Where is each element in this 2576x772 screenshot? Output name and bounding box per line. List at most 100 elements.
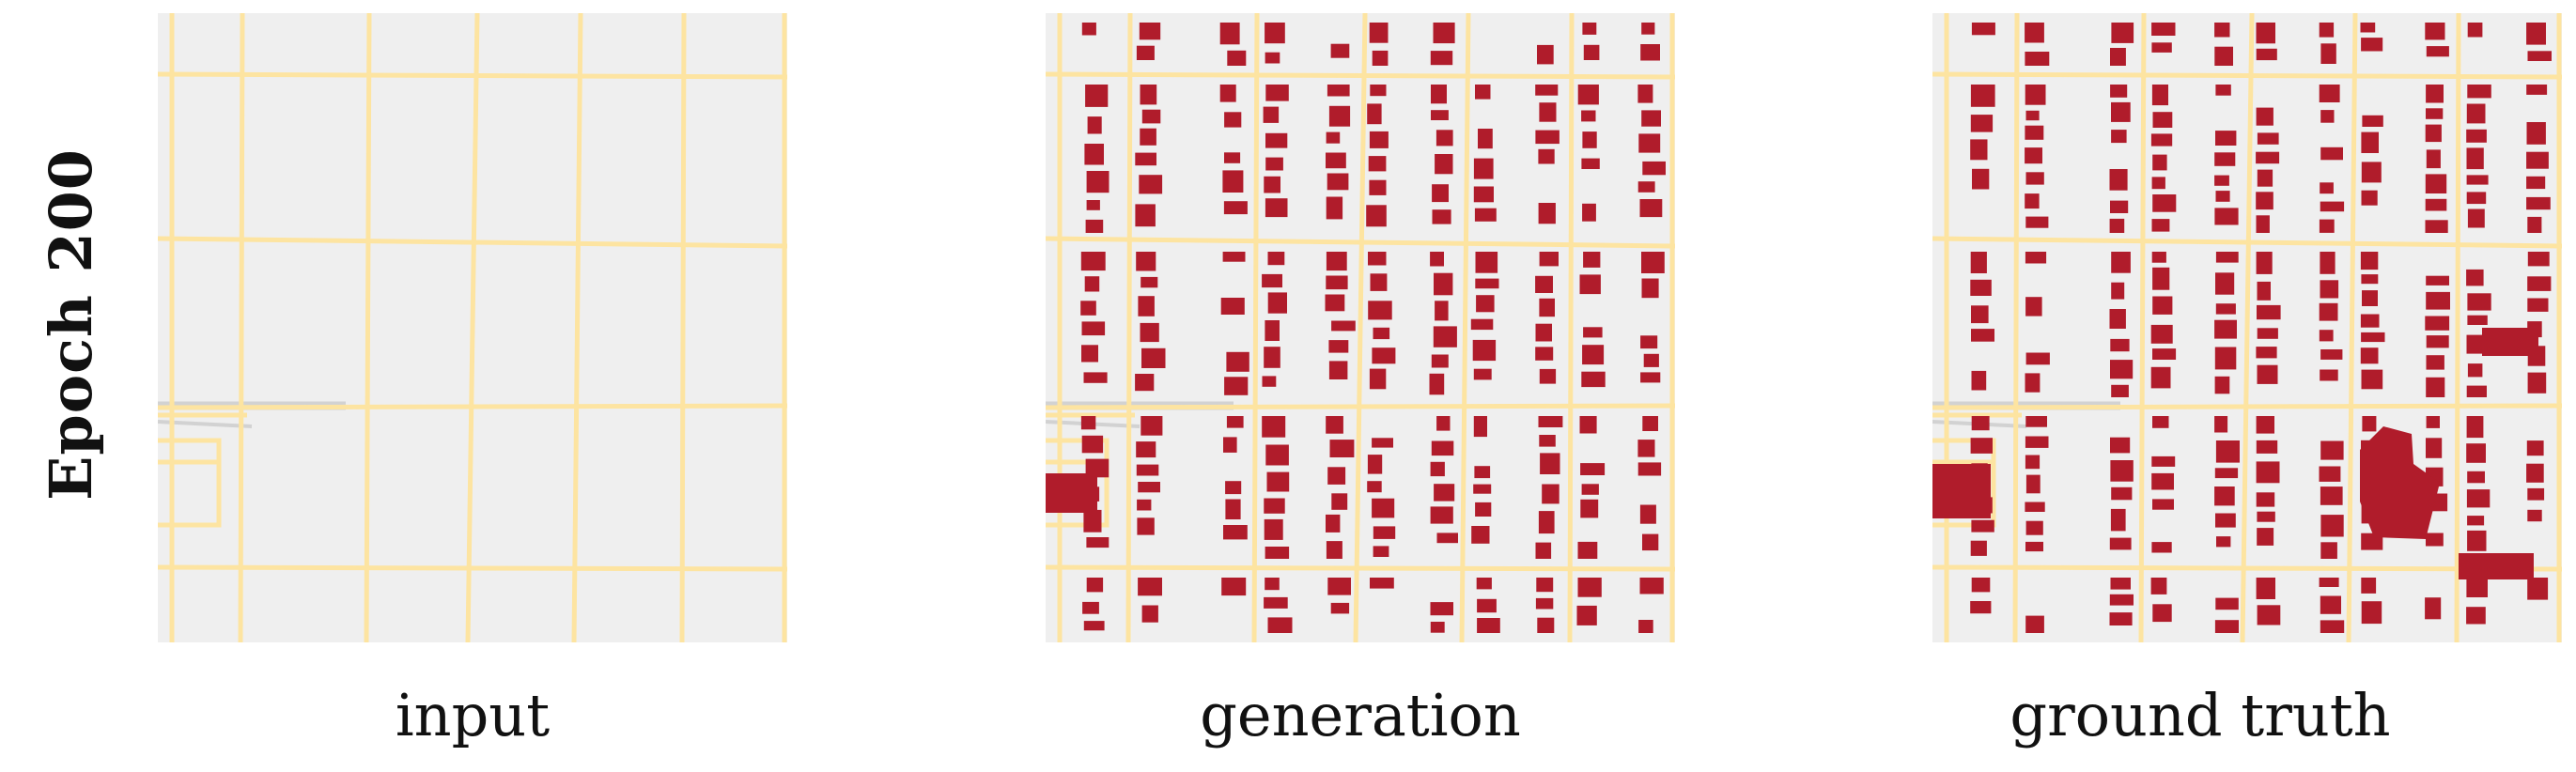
building bbox=[2025, 373, 2041, 393]
building bbox=[2215, 513, 2236, 528]
building bbox=[2426, 85, 2444, 103]
building bbox=[1264, 347, 1280, 368]
building bbox=[1265, 444, 1289, 466]
building bbox=[2526, 196, 2551, 210]
building bbox=[2320, 595, 2341, 614]
building bbox=[2111, 130, 2127, 144]
building bbox=[1369, 368, 1387, 390]
building bbox=[1581, 371, 1606, 388]
building bbox=[2215, 440, 2240, 463]
building bbox=[2110, 437, 2131, 454]
building bbox=[2426, 275, 2449, 286]
road-segment bbox=[2454, 13, 2461, 642]
building bbox=[1081, 435, 1104, 454]
road-network bbox=[158, 13, 787, 642]
building bbox=[1582, 203, 1596, 222]
building bbox=[2151, 23, 2176, 36]
building bbox=[2110, 360, 2134, 379]
large-building bbox=[1932, 464, 1991, 518]
building bbox=[1141, 605, 1158, 623]
building bbox=[1477, 618, 1500, 633]
building bbox=[1081, 321, 1106, 336]
building bbox=[1430, 51, 1453, 66]
building bbox=[1372, 498, 1395, 518]
building bbox=[1641, 252, 1665, 273]
building bbox=[2362, 115, 2383, 127]
building bbox=[1370, 85, 1387, 97]
building bbox=[2362, 416, 2377, 432]
building bbox=[1135, 374, 1155, 392]
building bbox=[1263, 106, 1280, 123]
building bbox=[2110, 578, 2131, 590]
building bbox=[2320, 252, 2335, 274]
building bbox=[2426, 533, 2444, 547]
building bbox=[2152, 296, 2173, 315]
building bbox=[2320, 182, 2334, 194]
building bbox=[2361, 190, 2378, 206]
building bbox=[1085, 219, 1104, 233]
building bbox=[1224, 112, 1242, 128]
building bbox=[1265, 578, 1280, 591]
road-segment bbox=[1046, 403, 1675, 410]
input-caption: input bbox=[395, 681, 551, 749]
building bbox=[1476, 578, 1492, 590]
building bbox=[1264, 518, 1283, 540]
building bbox=[1330, 602, 1350, 614]
building bbox=[2215, 85, 2231, 96]
building bbox=[1538, 203, 1556, 224]
building bbox=[1327, 85, 1350, 97]
building bbox=[2214, 620, 2239, 633]
building bbox=[2257, 328, 2278, 339]
building bbox=[1330, 43, 1350, 58]
building bbox=[1223, 201, 1248, 215]
building bbox=[1138, 296, 1155, 317]
building bbox=[1539, 368, 1557, 384]
building bbox=[2426, 335, 2449, 348]
building bbox=[1433, 23, 1455, 44]
building bbox=[1638, 133, 1661, 153]
building bbox=[1473, 368, 1492, 380]
building bbox=[2466, 175, 2489, 185]
building bbox=[2527, 298, 2549, 312]
building bbox=[1639, 199, 1663, 218]
building bbox=[2025, 216, 2049, 228]
building bbox=[1538, 148, 1555, 164]
building bbox=[2466, 269, 2484, 286]
building bbox=[1223, 525, 1248, 540]
building bbox=[1539, 252, 1559, 267]
building bbox=[1637, 462, 1662, 476]
building bbox=[2109, 537, 2132, 550]
road-segment bbox=[1932, 564, 2562, 572]
building bbox=[1971, 370, 1987, 391]
building bbox=[1435, 301, 1449, 321]
building bbox=[2025, 193, 2040, 209]
building bbox=[1477, 598, 1497, 613]
building bbox=[2025, 474, 2041, 494]
building bbox=[1430, 252, 1444, 267]
building bbox=[2256, 215, 2270, 233]
building bbox=[1264, 176, 1280, 193]
building bbox=[1219, 23, 1240, 45]
building bbox=[2526, 440, 2544, 456]
building bbox=[1139, 23, 1161, 40]
building bbox=[1535, 85, 1559, 96]
building bbox=[1135, 204, 1156, 227]
building bbox=[1224, 377, 1249, 395]
road-segment bbox=[238, 13, 245, 642]
building bbox=[1267, 252, 1285, 266]
input-map-panel bbox=[158, 13, 787, 642]
building bbox=[1435, 130, 1453, 147]
building bbox=[2319, 466, 2341, 482]
building bbox=[2320, 43, 2336, 64]
building bbox=[2152, 112, 2173, 128]
building bbox=[2425, 124, 2442, 143]
building bbox=[1429, 373, 1445, 395]
road-segment bbox=[1046, 71, 1675, 80]
building bbox=[2152, 154, 2167, 171]
building bbox=[1331, 493, 1348, 510]
building bbox=[2360, 314, 2380, 328]
building bbox=[1539, 298, 1555, 317]
building bbox=[1085, 458, 1110, 478]
building bbox=[1265, 157, 1283, 171]
building bbox=[1326, 196, 1343, 220]
